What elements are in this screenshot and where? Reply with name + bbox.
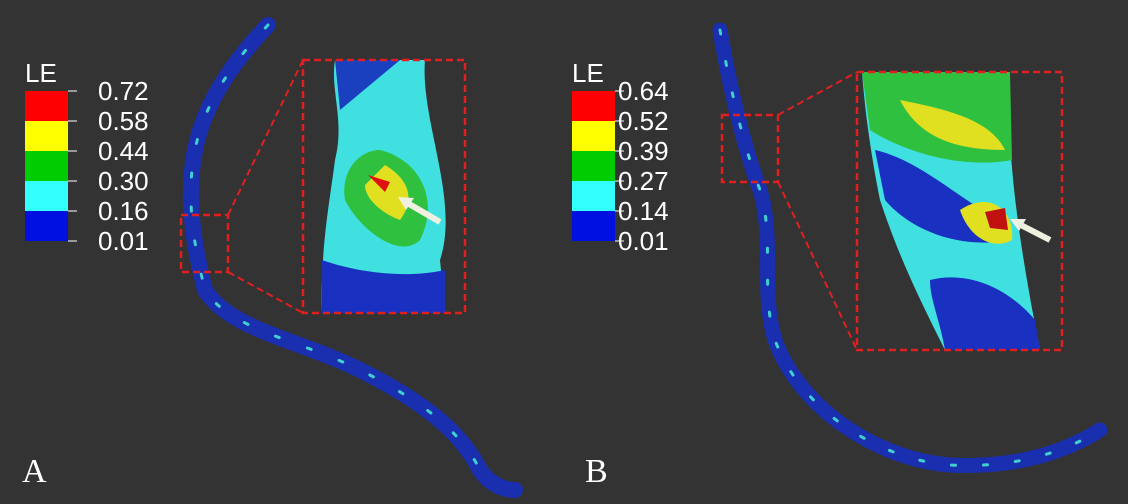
legend-swatch [572, 151, 615, 181]
legend-value: 0.14 [618, 196, 669, 226]
legend-value: 0.64 [618, 76, 669, 106]
legend-swatch [25, 181, 68, 211]
legend-value: 0.01 [98, 226, 149, 256]
legend-value: 0.44 [98, 136, 149, 166]
legend-title: LE [25, 58, 57, 88]
panel-label: A [22, 453, 47, 490]
legend-swatch [572, 181, 615, 211]
legend-value: 0.39 [618, 136, 669, 166]
legend-swatch [572, 121, 615, 151]
legend-value: 0.01 [618, 226, 669, 256]
legend-swatch [25, 121, 68, 151]
legend-value: 0.27 [618, 166, 669, 196]
legend-value: 0.16 [98, 196, 149, 226]
legend-value: 0.30 [98, 166, 149, 196]
legend-swatch [25, 91, 68, 121]
panel-label: B [585, 453, 608, 490]
legend-swatch [25, 151, 68, 181]
legend-title: LE [572, 58, 604, 88]
figure: ALE0.720.580.440.300.160.01BLE0.640.520.… [0, 0, 1128, 504]
legend-value: 0.52 [618, 106, 669, 136]
legend-swatch [25, 211, 68, 241]
legend-value: 0.72 [98, 76, 149, 106]
legend-swatch [572, 91, 615, 121]
legend-value: 0.58 [98, 106, 149, 136]
legend-swatch [572, 211, 615, 241]
